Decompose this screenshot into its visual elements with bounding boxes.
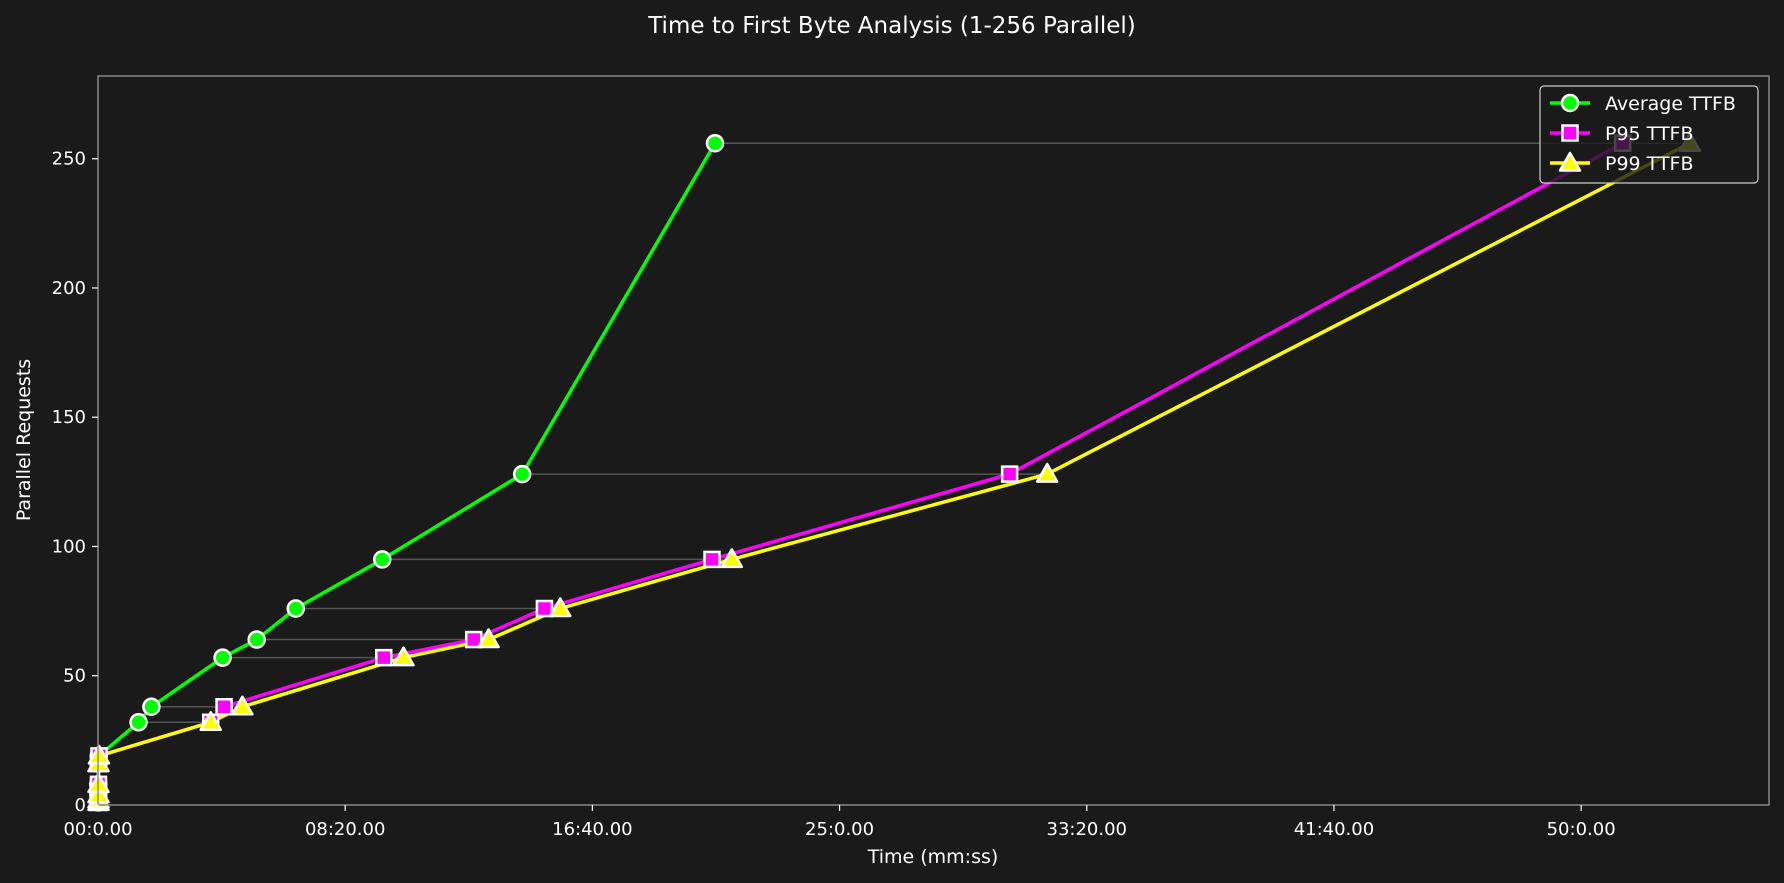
x-axis-label: Time (mm:ss)	[867, 846, 999, 868]
average-data-point	[213, 648, 232, 667]
average-data-point	[286, 599, 306, 618]
y-tick-label: 200	[52, 278, 86, 299]
x-tick-label: 25:0.00	[805, 819, 874, 840]
p99-data-point	[477, 628, 500, 649]
p95-data-point	[464, 630, 483, 649]
p99-data-point	[548, 597, 572, 618]
x-tick-label: 41:40.00	[1294, 819, 1375, 840]
p95-legend-label: P95 TTFB	[1605, 123, 1694, 145]
p95-data-point	[215, 698, 233, 716]
p99-data-point	[1035, 462, 1059, 483]
average-data-point	[247, 630, 266, 649]
average-data-point	[373, 550, 392, 569]
p95-legend-marker	[1561, 124, 1579, 142]
p99-legend-label: P99 TTFB	[1605, 153, 1694, 175]
x-tick-label: 16:40.00	[552, 819, 633, 840]
average-data-point	[142, 697, 161, 717]
y-tick-label: 150	[52, 407, 86, 428]
legend: Average TTFB P95 TTFB P99 TTFB	[1539, 85, 1759, 184]
p95-data-point	[375, 648, 393, 667]
y-tick-label: 250	[52, 149, 86, 170]
x-tick-label: 50:0.00	[1547, 819, 1616, 840]
legend-box	[1539, 85, 1759, 184]
connector-lines	[138, 142, 1690, 724]
average-data-point	[705, 133, 725, 153]
y-tick-label: 50	[63, 666, 86, 687]
p99-data-point	[199, 711, 222, 732]
x-tick-label: 00:0.00	[63, 819, 132, 840]
x-tick-label: 33:20.00	[1047, 819, 1128, 840]
average-data-point	[512, 464, 532, 484]
p99-data-point	[720, 548, 744, 569]
p99-data-point	[231, 695, 254, 716]
p99-legend-marker	[1558, 151, 1582, 172]
p99-data-point	[87, 744, 111, 765]
y-axis-label: Parallel Requests	[13, 359, 35, 521]
axes-frame	[97, 75, 1770, 806]
y-axis-ticks: 0 50 100 150 200 250	[52, 149, 98, 816]
x-tick-label: 08:20.00	[305, 819, 386, 840]
chart-title: Time to First Byte Analysis (1-256 Paral…	[647, 13, 1136, 39]
average-legend-marker	[1560, 93, 1580, 113]
p95-data-point	[1000, 465, 1019, 483]
p95-data-point	[703, 550, 721, 569]
p99-data-point	[392, 646, 415, 667]
y-tick-label: 100	[52, 536, 86, 557]
average-legend-label: Average TTFB	[1605, 93, 1736, 115]
x-axis-ticks: 00:0.00 08:20.00 16:40.00 25:0.00 33:20.00 41…	[63, 805, 1616, 840]
y-tick-label: 0	[75, 795, 86, 816]
p95-data-point	[535, 599, 554, 618]
average-data-point	[129, 713, 148, 732]
